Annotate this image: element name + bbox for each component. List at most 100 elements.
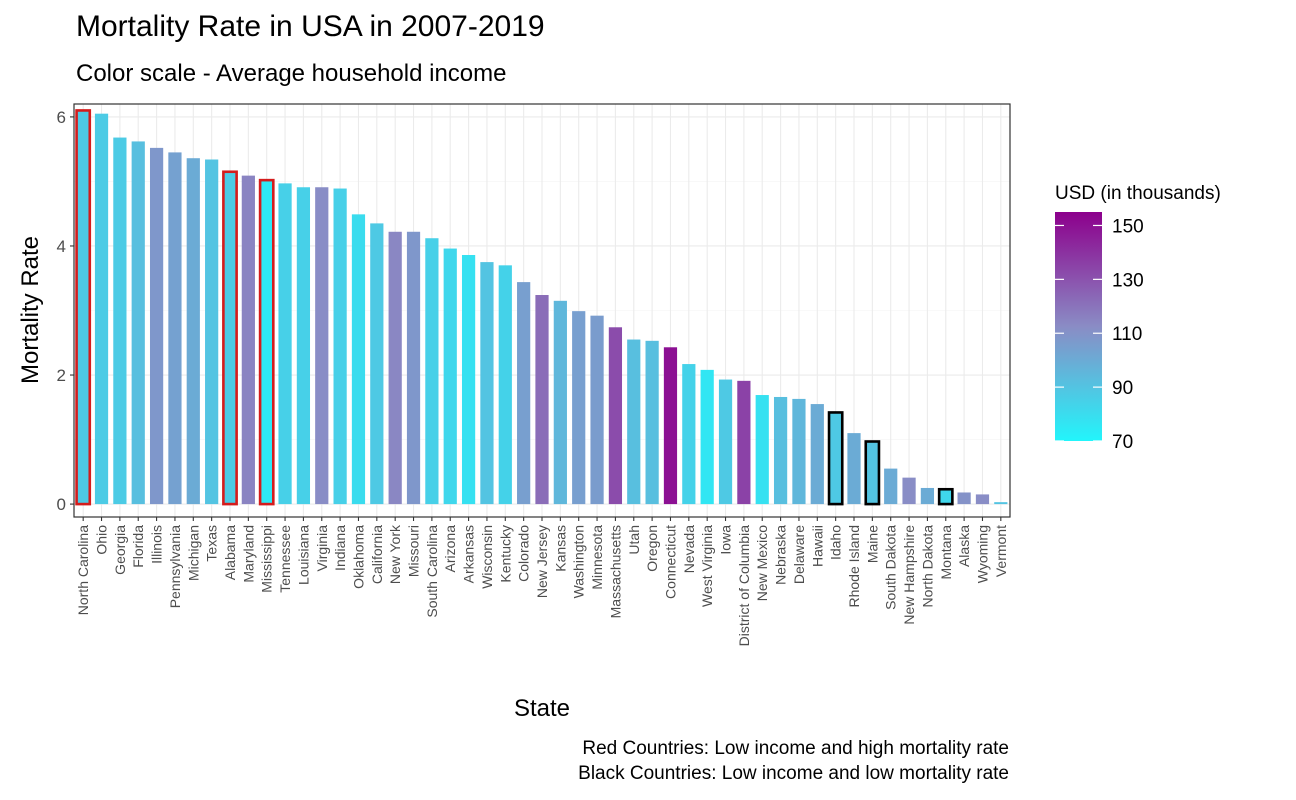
bar-minnesota <box>590 315 604 505</box>
bar-south-carolina <box>425 238 439 505</box>
bar-new-jersey <box>535 295 549 505</box>
x-tick-label-massachusetts: Massachusetts <box>607 525 623 618</box>
x-tick-label-iowa: Iowa <box>718 525 734 555</box>
bar-arizona <box>443 248 457 505</box>
bar-south-dakota <box>884 468 898 505</box>
bar-alaska <box>957 492 971 505</box>
x-tick-label-indiana: Indiana <box>332 525 348 571</box>
y-tick-label: 0 <box>57 495 66 514</box>
bar-indiana <box>333 188 347 505</box>
caption-line-black: Black Countries: Low income and low mort… <box>578 763 1009 784</box>
bar-virginia <box>315 187 329 505</box>
caption-line-red: Red Countries: Low income and high morta… <box>582 738 1009 759</box>
x-tick-label-missouri: Missouri <box>406 525 422 577</box>
bars-group <box>75 109 1008 506</box>
color-legend: USD (in thousands) 70 90 110 130 150 <box>1055 183 1221 453</box>
legend-tick-label: 90 <box>1112 378 1133 399</box>
legend-ticks: 70 90 110 130 150 <box>1055 216 1144 453</box>
x-tick-label-alaska: Alaska <box>956 525 972 567</box>
bar-new-mexico <box>755 395 769 505</box>
x-tick-label-vermont: Vermont <box>993 525 1009 577</box>
x-tick-label-nevada: Nevada <box>681 525 697 573</box>
chart-subtitle: Color scale - Average household income <box>76 60 507 87</box>
x-tick-label-mississippi: Mississippi <box>259 525 275 593</box>
bar-nevada <box>682 364 696 505</box>
x-tick-label-south-carolina: South Carolina <box>424 525 440 618</box>
bar-north-carolina <box>75 109 92 506</box>
x-tick-label-hawaii: Hawaii <box>809 525 825 567</box>
bar-west-virginia <box>700 369 714 505</box>
legend-title: USD (in thousands) <box>1055 183 1221 204</box>
bar-delaware <box>792 398 806 505</box>
x-tick-label-tennessee: Tennessee <box>277 525 293 593</box>
x-axis-label: State <box>514 695 570 722</box>
bar-district-of-columbia <box>737 380 751 505</box>
x-tick-label-south-dakota: South Dakota <box>883 525 899 610</box>
y-axis-label: Mortality Rate <box>17 236 44 384</box>
bar-hawaii <box>810 404 824 505</box>
x-tick-label-maryland: Maryland <box>240 525 256 583</box>
bar-vermont <box>994 502 1008 505</box>
x-tick-label-kentucky: Kentucky <box>497 525 513 583</box>
bar-massachusetts <box>608 327 623 505</box>
x-tick-label-kansas: Kansas <box>552 525 568 572</box>
x-tick-label-california: California <box>369 525 385 584</box>
x-tick-label-new-hampshire: New Hampshire <box>901 525 917 625</box>
bar-utah <box>627 339 641 505</box>
bar-iowa <box>718 379 733 505</box>
x-tick-label-nebraska: Nebraska <box>773 525 789 585</box>
x-tick-label-ohio: Ohio <box>94 525 110 555</box>
bar-nebraska <box>773 396 788 505</box>
legend-tick-label: 70 <box>1112 432 1133 453</box>
x-tick-label-minnesota: Minnesota <box>589 525 605 590</box>
x-tick-label-west-virginia: West Virginia <box>699 525 715 607</box>
x-tick-label-pennsylvania: Pennsylvania <box>167 525 183 608</box>
bar-maine <box>864 440 881 506</box>
chart-caption: Red Countries: Low income and high morta… <box>578 736 1009 786</box>
bar-mississippi <box>258 178 275 506</box>
bar-california <box>370 223 384 505</box>
x-tick-label-louisiana: Louisiana <box>295 525 311 585</box>
x-tick-label-florida: Florida <box>130 525 146 568</box>
bar-idaho <box>827 411 844 506</box>
x-tick-label-arizona: Arizona <box>442 525 458 573</box>
x-tick-label-new-jersey: New Jersey <box>534 525 550 598</box>
x-tick-label-utah: Utah <box>626 525 642 555</box>
bar-pennsylvania <box>168 152 182 505</box>
bar-alabama <box>222 170 238 506</box>
x-tick-label-virginia: Virginia <box>314 525 330 572</box>
bar-michigan <box>186 158 200 505</box>
x-tick-label-north-dakota: North Dakota <box>919 525 935 608</box>
bar-arkansas <box>461 255 476 505</box>
x-tick-label-washington: Washington <box>571 525 587 598</box>
x-tick-label-wyoming: Wyoming <box>974 525 990 583</box>
bar-montana <box>937 487 954 506</box>
y-tick-label: 2 <box>57 366 66 385</box>
bar-rhode-island <box>847 433 861 505</box>
bar-kansas <box>553 300 567 505</box>
legend-tick-label: 130 <box>1112 270 1144 291</box>
x-tick-label-texas: Texas <box>204 525 220 562</box>
bar-new-hampshire <box>902 477 916 505</box>
bar-oklahoma <box>351 214 366 505</box>
x-tick-label-north-carolina: North Carolina <box>75 525 91 615</box>
x-tick-label-district-of-columbia: District of Columbia <box>736 525 752 647</box>
bar-tennessee <box>278 183 292 505</box>
y-axis: 0 2 4 6 <box>57 108 74 514</box>
bar-maryland <box>241 175 255 505</box>
bar-new-york <box>388 231 402 505</box>
x-axis: North Carolina Ohio Georgia Florida Illinois… <box>75 517 1009 646</box>
bar-illinois <box>149 147 164 505</box>
x-tick-label-new-mexico: New Mexico <box>754 525 770 601</box>
x-tick-label-michigan: Michigan <box>185 525 201 581</box>
bar-georgia <box>113 137 127 505</box>
x-tick-label-arkansas: Arkansas <box>461 525 477 583</box>
bar-north-dakota <box>920 487 935 505</box>
x-tick-label-maine: Maine <box>864 525 880 563</box>
chart-title: Mortality Rate in USA in 2007-2019 <box>76 10 545 43</box>
bar-colorado <box>517 282 531 505</box>
x-tick-label-connecticut: Connecticut <box>662 525 678 599</box>
legend-colorbar <box>1055 212 1102 441</box>
y-tick-label: 6 <box>57 108 66 127</box>
